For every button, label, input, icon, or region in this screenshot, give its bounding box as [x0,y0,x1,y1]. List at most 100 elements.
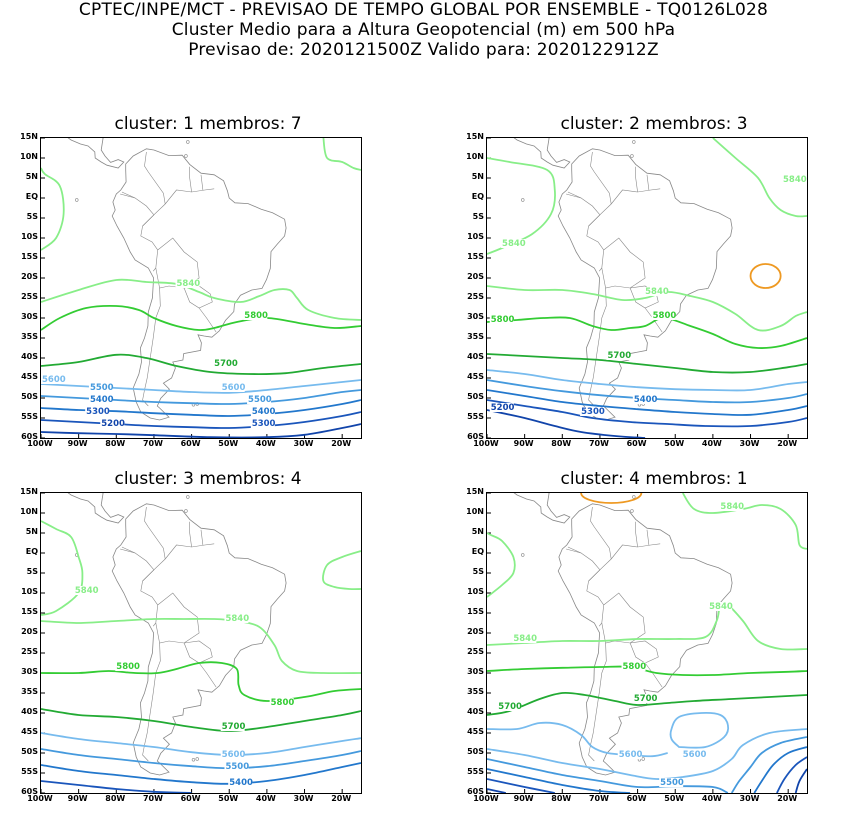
country-border [601,592,646,644]
contour-label: 5200 [101,419,125,429]
lon-tick-label: 60W [626,794,647,803]
island [75,198,79,202]
lon-tick-label: 100W [27,794,53,803]
contour-5840 [41,520,84,616]
lon-tick-label: 20W [331,794,352,803]
lat-tick-label: 20S [21,627,38,636]
high-center-contour [580,493,643,504]
lat-tick-label: 15N [20,487,38,496]
lat-tick-label: 5S [472,567,484,576]
contour-label-bg [175,279,200,288]
lat-tick-label: 5S [26,567,38,576]
contour-5800 [487,316,807,349]
central-america-coastline [67,138,125,169]
lon-tick-label: 90W [67,794,88,803]
lat-tick-label: 5S [26,212,38,221]
panel-title: cluster: 4 membros: 1 [560,469,748,489]
lat-tick-label: 45S [21,372,38,381]
lon-tick-label: 80W [551,794,572,803]
lon-tick-label: 30W [293,439,314,448]
lon-tick-label: 90W [513,794,534,803]
contour-label: 5600 [683,750,707,760]
contour-label: 5840 [513,634,537,644]
contour-label-bg [651,311,676,320]
contour-label-bg [115,662,140,671]
country-border [590,151,612,205]
country-border [588,642,607,762]
contour-label: 5400 [252,407,276,417]
contour-5840 [487,285,807,332]
country-border [588,543,661,582]
lat-tick-label: 25S [21,292,38,301]
lat-tick-label: 25S [21,647,38,656]
lat-tick-label: 55S [467,412,484,421]
contour-label-bg [228,778,253,787]
country-border [200,529,204,546]
lat-tick-label: 45S [467,372,484,381]
map-plot-area: 5840 5840 5840 5800 5700 5700 5600 5600 5500 [486,492,808,794]
contour-label-bg [497,702,522,711]
country-border [183,640,213,664]
island [630,154,634,158]
lon-tick-label: 60W [180,794,201,803]
contour-label-bg [606,351,631,360]
contour-label: 5700 [498,702,522,712]
lat-tick-label: 25S [467,647,484,656]
lat-tick-label: 20S [21,272,38,281]
lat-tick-label: 5S [472,212,484,221]
contour-5400 [487,389,807,416]
country-border [590,506,612,560]
island [184,509,188,513]
contour-5300 [41,411,361,429]
lon-tick-label: 50W [218,439,239,448]
contour-5200 [487,788,506,793]
lat-tick-label: 35S [467,332,484,341]
contour-label-bg [621,662,646,671]
lat-tick-label: EQ [471,547,484,556]
lat-tick-label: 45S [21,727,38,736]
lat-tick-label: 40S [467,707,484,716]
country-border [198,307,217,333]
country-border [635,166,638,193]
contour-label: 5840 [709,602,733,612]
country-border [566,193,582,199]
contour-5500 [487,758,729,793]
island [186,495,190,499]
south-america-coastline [557,503,733,776]
south-america-coastline [111,148,287,421]
country-border [121,191,159,272]
contour-label-bg [512,634,537,643]
contour-label-bg [617,750,642,759]
lon-tick-label: 100W [27,439,53,448]
panel-title: cluster: 3 membros: 4 [114,469,302,489]
map-panel-cluster-4: cluster: 4 membros: 1 15N 10N 5N EQ 5S 10S 15S 2… [464,468,844,813]
contour-label-bg [632,694,657,703]
contour-label: 5500 [225,762,249,772]
lat-tick-label: 55S [21,767,38,776]
country-border [189,166,192,193]
contour-label-bg [85,407,110,416]
lon-tick-label: 70W [588,439,609,448]
contour-5400 [487,768,631,793]
contour-label-bg [220,722,245,731]
contour-label: 5840 [645,287,669,297]
lat-tick-label: 5N [471,527,484,536]
country-border [601,237,646,289]
contour-label: 5200 [491,403,515,413]
lon-tick-label: 40W [255,794,276,803]
contour-5800 [487,665,807,677]
contour-5300 [487,399,807,428]
lat-tick-label: 5N [25,172,38,181]
lat-tick-label: 25S [467,292,484,301]
contour-label: 5700 [634,694,658,704]
country-border [588,188,661,227]
lat-tick-label: 10S [467,232,484,241]
lat-tick-label: 10N [466,507,484,516]
contour-label-bg [580,407,605,416]
south-america-coastline [111,503,287,776]
lat-tick-label: 15S [21,607,38,616]
contour-label-bg [88,383,113,392]
map-plot-area: 5840 5840 5800 5800 5700 5600 5500 5400 [40,492,362,794]
lat-tick-label: 35S [21,332,38,341]
country-border [566,548,582,554]
